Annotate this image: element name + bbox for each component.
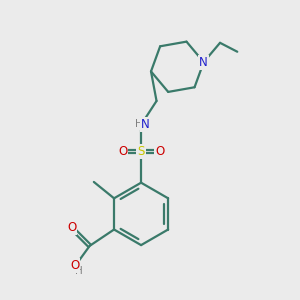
Text: O: O (67, 220, 76, 234)
Text: O: O (155, 145, 164, 158)
Text: N: N (141, 118, 150, 131)
Text: O: O (70, 259, 80, 272)
Text: H: H (135, 119, 142, 129)
Text: H: H (75, 266, 83, 276)
Text: S: S (137, 145, 145, 158)
Text: N: N (199, 56, 208, 69)
Text: O: O (118, 145, 127, 158)
